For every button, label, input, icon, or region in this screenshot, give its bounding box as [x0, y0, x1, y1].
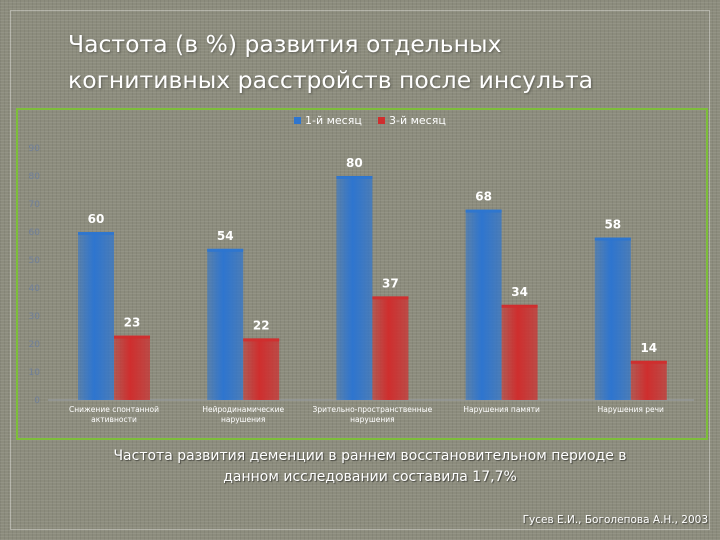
bar-1-2 [207, 248, 244, 400]
slide-title: Частота (в %) развития отдельных когнити… [68, 26, 708, 98]
data-label-2-2: 22 [253, 318, 270, 332]
y-tick-label: 0 [34, 396, 40, 406]
data-label-2-4: 34 [511, 285, 528, 299]
slide-frame [10, 10, 710, 530]
legend-label-2: 3-й месяц [389, 114, 446, 127]
bar-top-1-4 [465, 209, 502, 213]
y-tick-label: 30 [29, 312, 41, 322]
bar-top-1-5 [594, 237, 631, 241]
x-tick-label: Зрительно-пространственные [313, 405, 433, 414]
source-citation: Гусев Е.И., Боголепова А.Н., 2003 [522, 514, 708, 526]
caption: Частота развития деменции в раннем восст… [40, 446, 700, 488]
bar-1-4 [465, 209, 502, 400]
bar-2-2 [243, 338, 280, 400]
bar-top-2-2 [243, 338, 280, 342]
y-tick-label: 80 [29, 172, 41, 182]
bar-chart: 0 10 20 30 40 50 60 70 80 90 1-й месяц 3-й месяц 60 2… [29, 114, 694, 424]
bar-1-3 [336, 176, 373, 400]
title-line-1: Частота (в %) развития отдельных [68, 30, 502, 58]
title-line-2: когнитивных расстройств после инсульта [68, 66, 594, 94]
y-tick-label: 70 [29, 200, 41, 210]
x-tick-label: нарушения [221, 415, 265, 424]
y-tick-label: 10 [29, 368, 41, 378]
x-tick-label: Нейродинамические [202, 405, 284, 414]
data-label-2-5: 14 [640, 341, 657, 355]
bar-top-2-5 [630, 360, 667, 364]
x-tick-label: Снижение спонтанной [69, 405, 159, 414]
data-label-1-2: 54 [217, 229, 234, 243]
x-tick-label: Нарушения речи [598, 405, 664, 414]
legend-label-1: 1-й месяц [305, 114, 362, 127]
caption-line-1: Частота развития деменции в раннем восст… [113, 448, 627, 464]
chart-container: 0 10 20 30 40 50 60 70 80 90 1-й месяц 3-й месяц 60 2… [16, 108, 708, 440]
y-tick-label: 40 [29, 284, 41, 294]
x-tick-label: нарушения [350, 415, 394, 424]
x-tick-label: активности [91, 415, 137, 424]
y-tick-label: 90 [29, 144, 41, 154]
y-tick-label: 60 [29, 228, 41, 238]
bar-2-4 [501, 304, 538, 400]
bar-top-2-1 [114, 335, 150, 339]
bar-top-1-3 [336, 176, 373, 179]
bar-top-1-1 [78, 232, 114, 235]
bar-top-2-3 [372, 296, 409, 300]
bar-2-3 [372, 296, 409, 400]
bar-1-5 [594, 237, 631, 400]
y-tick-label: 50 [29, 256, 41, 266]
caption-line-2: данном исследовании составила 17,7% [223, 469, 517, 485]
data-label-1-4: 68 [475, 190, 492, 204]
bar-top-2-4 [501, 304, 538, 308]
legend-swatch-1 [294, 117, 301, 124]
data-label-1-1: 60 [88, 212, 105, 226]
x-tick-label: Нарушения памяти [463, 405, 540, 414]
y-tick-label: 20 [29, 340, 41, 350]
legend-swatch-2 [378, 117, 385, 124]
bar-2-1 [114, 335, 150, 400]
bar-top-1-2 [207, 248, 244, 252]
bar-2-5 [630, 360, 667, 400]
data-label-2-1: 23 [124, 316, 141, 330]
bar-1-1 [78, 232, 114, 400]
data-label-1-5: 58 [604, 218, 621, 232]
data-label-1-3: 80 [346, 156, 363, 170]
data-label-2-3: 37 [382, 276, 399, 290]
